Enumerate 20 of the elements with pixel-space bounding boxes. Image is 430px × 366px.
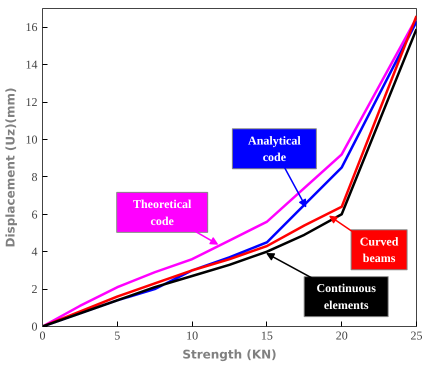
x-tick-label: 15 xyxy=(260,328,273,342)
x-tick-label: 10 xyxy=(186,328,198,342)
text: Analytical code xyxy=(248,133,302,164)
y-tick-label: 4 xyxy=(32,244,38,259)
text: Curved beams xyxy=(360,234,399,266)
y-tick-label: 16 xyxy=(26,20,38,34)
y-tick-label: 10 xyxy=(26,132,38,146)
text: Continuous elements xyxy=(316,281,376,312)
text: Theoretical code xyxy=(132,196,192,228)
x-tick-label: 20 xyxy=(336,328,348,342)
x-axis-title: Strength (KN) xyxy=(182,348,277,362)
x-tick-label: 25 xyxy=(410,328,422,342)
y-tick-label: 12 xyxy=(26,95,38,110)
x-tick-label: 5 xyxy=(114,328,120,342)
y-tick-label: 0 xyxy=(32,320,38,334)
y-tick-label: 14 xyxy=(26,58,38,72)
y-tick-label: 6 xyxy=(32,207,38,222)
y-axis-title: Displacement (Uz)(mm) xyxy=(4,87,18,248)
y-tick-label: 2 xyxy=(32,282,38,296)
y-tick-label: 8 xyxy=(32,170,38,184)
